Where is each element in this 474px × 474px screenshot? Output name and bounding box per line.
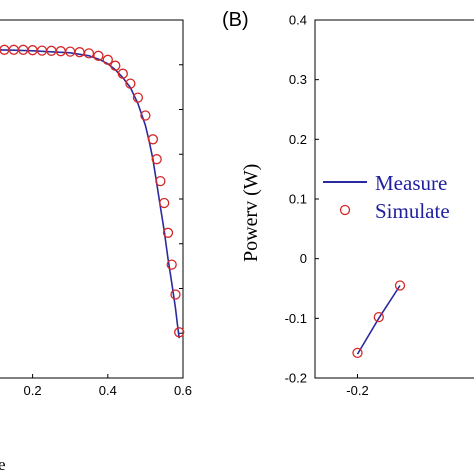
panel-a-simulated-point (159, 197, 170, 209)
panel-a-x-tick-label: 0.4 (99, 383, 117, 398)
panel-a-simulated-point (110, 60, 121, 71)
panel-a-simulated-point (74, 47, 85, 58)
panel-a-series (0, 44, 185, 339)
legend-entry-measure: Measure (375, 171, 447, 195)
panel-a-ticks: 0.2 0.4 0.6 (24, 64, 192, 398)
panel-a-simulated-point (174, 327, 185, 338)
panel-b-x-tick-label: -0.2 (346, 383, 368, 398)
panel-a-simulated-point (55, 46, 66, 57)
panel-a-x-tick-label: 0.6 (174, 383, 192, 398)
panel-b-simulated-point (373, 311, 384, 323)
panel-a-simulated-point (151, 154, 162, 165)
panel-a-simulated-point (65, 46, 76, 57)
panel-a-simulated-point (170, 289, 181, 300)
panel-b-ticks: 0.4 0.3 0.2 0.1 0 -0.1 -0.2 -0.2 (285, 13, 369, 399)
panel-a: 0.2 0.4 0.6 e (0, 19, 192, 474)
panel-a-xlabel-fragment: e (0, 455, 6, 474)
panel-b-simulated-point (352, 347, 363, 359)
panel-a-simulated-point (155, 175, 166, 187)
panel-a-simulated-point (125, 78, 136, 89)
panel-b-simulated-point (394, 280, 406, 291)
panel-a-simulated-point (93, 50, 104, 61)
panel-a-simulated-point (117, 68, 128, 79)
panel-b-y-tick-label: -0.1 (285, 311, 307, 326)
panel-a-plot-frame (0, 19, 184, 379)
panel-a-x-tick-label: 0.2 (24, 383, 42, 398)
panel-b-ylabel: Powerv (W) (240, 164, 262, 262)
panel-b-measured-line (356, 285, 401, 355)
panel-b-y-tick-label: 0.4 (289, 13, 307, 28)
panel-a-simulated-point (166, 259, 177, 270)
panel-b-y-tick-label: 0 (300, 251, 307, 266)
panel-b: (B) Powerv (W) 0.4 0.3 0.2 0.1 0 -0.1 -0.2 -0.2… (222, 9, 474, 398)
panel-b-y-tick-label: 0.3 (289, 72, 307, 87)
panel-a-simulated-point (132, 92, 144, 103)
panel-b-label: (B) (222, 9, 249, 31)
panel-b-legend: Measure Simulate (323, 171, 450, 223)
panel-a-simulated-point (83, 48, 95, 59)
panel-b-y-tick-label: 0.1 (289, 192, 307, 207)
panel-b-series (352, 280, 406, 359)
panel-a-simulated-point (46, 45, 57, 56)
legend-circle-swatch (339, 204, 351, 216)
panel-a-simulated-point (140, 110, 151, 121)
panel-b-y-tick-label: 0.2 (289, 132, 307, 147)
panel-a-simulated-point (102, 54, 113, 65)
panel-b-y-tick-label: -0.2 (285, 371, 307, 386)
panel-a-simulated-point (162, 227, 174, 238)
panel-a-measured-line (0, 49, 180, 339)
legend-entry-simulate: Simulate (375, 199, 450, 223)
panel-a-simulated-point (147, 134, 159, 145)
